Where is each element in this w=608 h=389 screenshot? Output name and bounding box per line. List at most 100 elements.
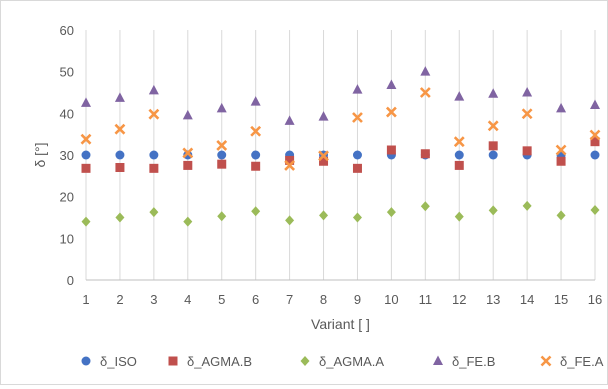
x-tick-label: 9 [354,292,361,307]
point-series2-x11 [420,201,430,212]
y-axis-title: δ [°] [32,142,48,167]
point-series3-x12 [454,91,465,101]
point-series2-x10 [386,207,396,218]
y-tick-label: 20 [60,190,74,205]
x-tick-label: 15 [554,292,568,307]
x-tick-label: 16 [588,292,602,307]
point-series0-x16 [590,150,600,160]
x-tick-label: 14 [520,292,534,307]
point-series1-x6 [251,161,261,171]
point-series3-x1 [81,97,91,107]
point-series1-x14 [522,146,532,156]
point-series2-x15 [556,210,566,221]
legend-marker-4 [540,355,552,367]
x-tick-label: 6 [252,292,259,307]
point-series4-x5 [216,139,228,151]
legend-marker-1 [168,356,178,366]
legend-label-3: δ_FE.B [452,354,495,369]
legend-marker-2 [300,356,310,366]
x-tick-label: 2 [116,292,123,307]
point-series1-x8 [319,156,329,166]
point-series2-x7 [285,215,295,226]
legend-label-1: δ_AGMA.B [187,354,252,369]
point-series3-x11 [420,66,431,76]
x-tick-label: 4 [184,292,191,307]
point-series2-x14 [522,200,532,211]
point-series1-x13 [488,141,498,151]
point-series1-x2 [115,163,125,172]
point-series3-x2 [114,92,125,102]
x-tick-label: 1 [82,292,89,307]
point-series3-x9 [352,84,363,94]
point-series2-x3 [149,207,159,218]
x-tick-label: 7 [286,292,293,307]
point-series4-x9 [352,112,363,123]
point-series1-x11 [420,149,430,159]
legend-label-0: δ_ISO [100,354,137,369]
point-series1-x4 [183,160,193,170]
x-tick-label: 11 [419,292,433,307]
point-series4-x4 [182,147,194,159]
point-series4-x14 [521,108,533,120]
point-series0-x12 [454,150,464,160]
legend-label-4: δ_FE.A [560,354,604,369]
point-series3-x7 [284,115,295,125]
point-series1-x1 [81,163,91,173]
point-series1-x3 [149,163,159,173]
x-tick-label: 10 [384,292,398,307]
point-series1-x15 [556,156,566,166]
point-series4-x2 [114,123,126,135]
point-series1-x12 [454,160,464,170]
point-series4-x1 [80,133,92,145]
point-series3-x6 [250,96,261,106]
point-series2-x2 [115,212,125,223]
point-series0-x5 [217,150,227,160]
point-series2-x8 [319,210,329,221]
point-series4-x16 [589,129,601,141]
point-series3-x15 [556,102,567,113]
y-tick-label: 10 [60,231,74,246]
x-tick-label: 3 [150,292,157,307]
point-series1-x16 [590,137,600,147]
y-tick-label: 50 [60,65,74,80]
x-axis-title: Variant [ ] [311,316,370,332]
point-series4-x3 [148,108,160,120]
y-tick-label: 0 [67,273,74,288]
point-series2-x12 [454,211,464,222]
point-series1-x7 [285,155,295,165]
legend-marker-0 [81,356,91,366]
point-series2-x1 [81,216,91,227]
point-series0-x2 [115,150,125,160]
point-series0-x13 [488,150,498,160]
point-series0-x6 [251,150,261,160]
y-tick-label: 40 [60,106,74,121]
point-series3-x8 [318,111,329,121]
point-series0-x4 [183,150,193,160]
point-series0-x9 [352,150,362,160]
point-series4-x11 [419,87,431,98]
x-tick-label: 12 [452,292,466,307]
point-series0-x1 [81,150,91,160]
point-series2-x4 [183,216,193,227]
point-series4-x10 [385,106,397,118]
legend-label-2: δ_AGMA.A [319,354,384,369]
point-series3-x16 [590,99,600,109]
point-series1-x10 [386,145,396,155]
x-tick-label: 8 [320,292,327,307]
x-tick-label: 13 [486,292,500,307]
x-tick-label: 5 [218,292,225,307]
point-series4-x15 [555,144,567,156]
point-series1-x9 [352,163,362,173]
point-series3-x13 [488,88,499,98]
point-series1-x5 [217,159,227,169]
point-series4-x8 [318,150,329,162]
point-series3-x3 [148,84,159,95]
y-tick-label: 60 [60,23,74,38]
point-series3-x14 [522,87,533,97]
point-series3-x5 [216,102,227,113]
point-series2-x6 [251,206,261,217]
point-series4-x7 [284,159,296,171]
point-series2-x5 [217,211,227,222]
